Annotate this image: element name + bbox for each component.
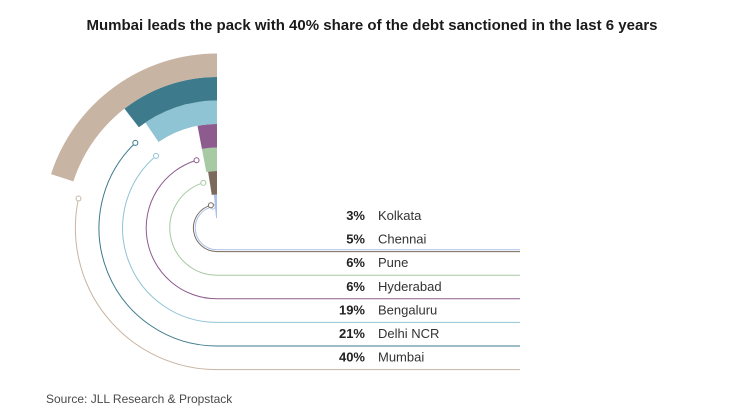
value-label-mumbai: 40% [339, 350, 365, 365]
marker-bengaluru [153, 152, 160, 159]
source-note: Source: JLL Research & Propstack [46, 392, 233, 406]
category-label-chennai: Chennai [378, 232, 427, 247]
value-label-chennai: 5% [346, 232, 365, 247]
marker-mumbai [75, 195, 82, 202]
category-label-pune: Pune [378, 255, 408, 270]
connector-pune [169, 182, 520, 276]
category-label-delhi-ncr: Delhi NCR [378, 326, 439, 341]
bar-mumbai [51, 53, 218, 182]
value-label-delhi-ncr: 21% [339, 326, 365, 341]
marker-delhi-ncr [132, 139, 139, 146]
connector-kolkata [194, 206, 520, 251]
bar-pune [201, 147, 217, 173]
marker-pune [200, 179, 207, 186]
connector-chennai [192, 204, 520, 253]
value-label-bengaluru: 19% [339, 302, 365, 317]
connector-hyderabad [145, 159, 520, 300]
connector-delhi-ncr [98, 142, 520, 347]
bar-hyderabad [197, 124, 217, 149]
value-label-kolkata: 3% [346, 208, 365, 223]
connector-bengaluru [122, 155, 520, 323]
bar-bengaluru [145, 100, 217, 142]
category-label-hyderabad: Hyderabad [378, 279, 442, 294]
connector-mumbai [74, 198, 520, 371]
category-label-mumbai: Mumbai [378, 350, 424, 365]
category-label-bengaluru: Bengaluru [378, 302, 437, 317]
value-label-pune: 6% [346, 255, 365, 270]
chart-title: Mumbai leads the pack with 40% share of … [86, 17, 658, 34]
bar-delhi-ncr [124, 77, 217, 128]
value-label-hyderabad: 6% [346, 279, 365, 294]
marker-hyderabad [193, 157, 200, 164]
category-label-kolkata: Kolkata [378, 208, 422, 223]
bar-chennai [208, 171, 217, 195]
marker-chennai [207, 202, 214, 209]
